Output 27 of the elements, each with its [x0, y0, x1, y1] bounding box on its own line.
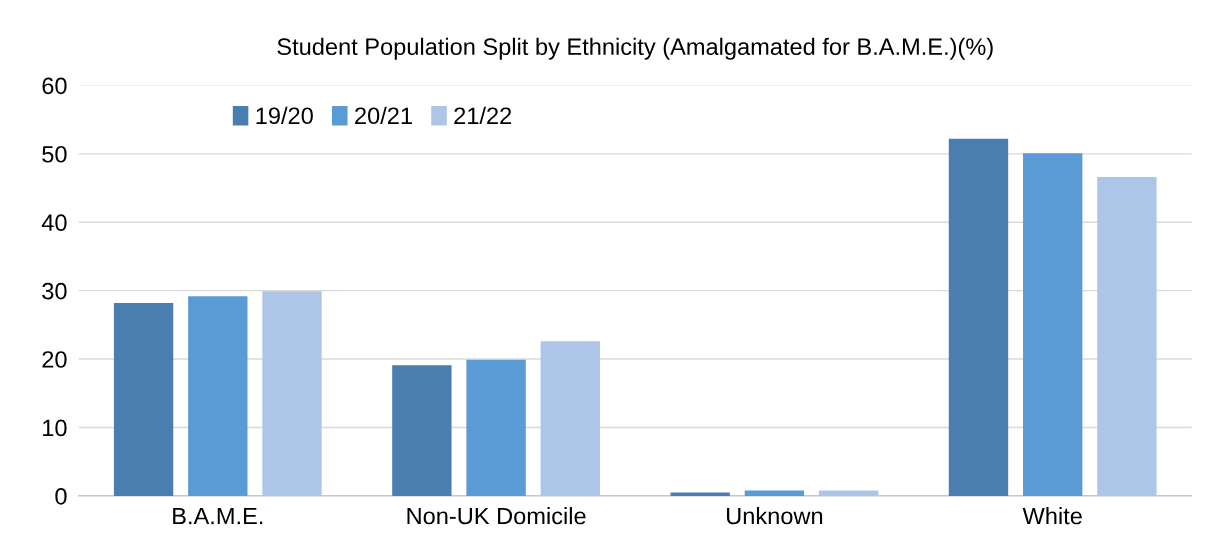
chart-title: Student Population Split by Ethnicity (Amalgamated for B.A.M.E.)(%) [277, 37, 993, 60]
bar [744, 490, 805, 496]
y-tick-label: 10 [43, 419, 67, 437]
bar [540, 341, 600, 496]
legend-label: 20/21 [355, 106, 412, 125]
bar [188, 296, 248, 496]
y-tick-label: 0 [55, 487, 67, 505]
y-tick-label: 60 [42, 77, 67, 95]
bar [670, 492, 730, 496]
bar [392, 365, 452, 496]
x-tick-label: White [1022, 507, 1082, 525]
bar [948, 138, 1009, 496]
bar [1097, 177, 1157, 496]
x-tick-label: Unknown [727, 507, 823, 525]
bar [466, 359, 526, 496]
bar [262, 291, 322, 496]
x-tick-label: Non-UK Domicile [407, 507, 586, 525]
legend-label: 21/22 [454, 106, 512, 125]
y-tick-label: 40 [41, 214, 67, 232]
legend-label: 19/20 [256, 106, 313, 125]
y-tick-label: 20 [42, 351, 67, 368]
x-tick-label: B.A.M.E. [173, 507, 263, 525]
bar [1023, 153, 1083, 496]
y-tick-label: 30 [42, 282, 67, 300]
y-tick-label: 50 [42, 145, 67, 163]
bar [113, 302, 174, 496]
bar [818, 490, 879, 496]
